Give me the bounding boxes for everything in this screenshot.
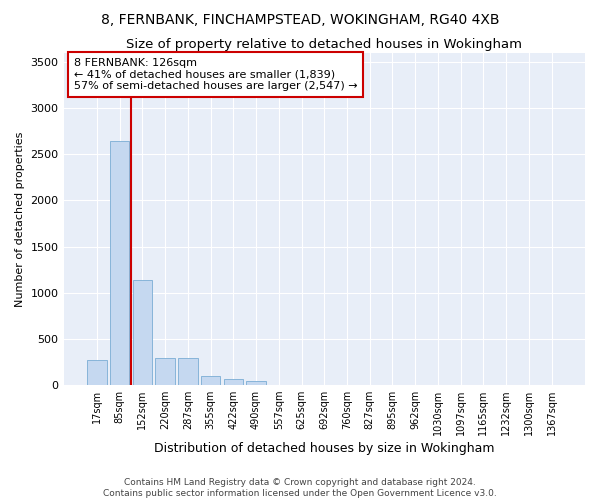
Bar bbox=[133, 280, 152, 384]
Bar bbox=[155, 358, 175, 384]
Text: 8 FERNBANK: 126sqm
← 41% of detached houses are smaller (1,839)
57% of semi-deta: 8 FERNBANK: 126sqm ← 41% of detached hou… bbox=[74, 58, 358, 91]
Bar bbox=[87, 360, 107, 384]
Text: Contains HM Land Registry data © Crown copyright and database right 2024.
Contai: Contains HM Land Registry data © Crown c… bbox=[103, 478, 497, 498]
Bar bbox=[201, 376, 220, 384]
Y-axis label: Number of detached properties: Number of detached properties bbox=[15, 131, 25, 306]
Title: Size of property relative to detached houses in Wokingham: Size of property relative to detached ho… bbox=[126, 38, 522, 51]
Text: 8, FERNBANK, FINCHAMPSTEAD, WOKINGHAM, RG40 4XB: 8, FERNBANK, FINCHAMPSTEAD, WOKINGHAM, R… bbox=[101, 12, 499, 26]
Bar bbox=[178, 358, 197, 384]
Bar bbox=[247, 382, 266, 384]
X-axis label: Distribution of detached houses by size in Wokingham: Distribution of detached houses by size … bbox=[154, 442, 494, 455]
Bar bbox=[110, 140, 130, 384]
Bar bbox=[224, 379, 243, 384]
